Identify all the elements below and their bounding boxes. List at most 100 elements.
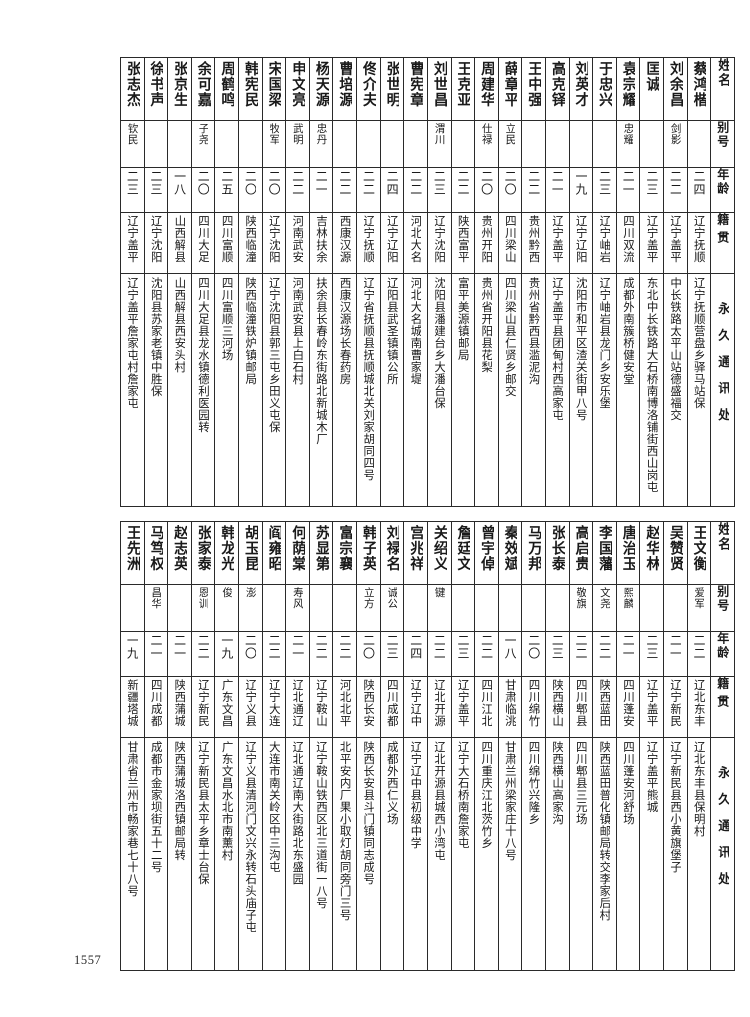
name-text: 李国藩 [597,525,612,573]
cell-alias [214,120,240,168]
age-text: 二三 [456,634,469,660]
origin-text: 贵州开阳 [480,215,493,263]
age-text: 二〇 [362,634,375,660]
cell-age: 二〇 [521,631,546,677]
name-text: 张长泰 [549,525,565,573]
cell-alias [167,584,192,632]
cell-name: 张世明 [379,57,405,121]
origin-text: 辽宁抚顺 [362,215,375,263]
cell-name: 阎雍昭 [261,521,287,585]
age-text: 二二 [669,170,682,196]
cell-age: 二二 [663,167,688,213]
cell-addr: 辽宁鞍山铁西区北三道街一八号 [308,737,334,971]
addr-text: 四川绵竹兴隆乡 [527,741,540,825]
addr-text: 辽宁省抚顺县抚顺城北关刘家胡同四号 [362,277,375,481]
addr-text: 扶余县长春岭东街路北新城木厂 [315,277,328,445]
cell-addr: 辽宁大石桥南詹家屯 [450,737,476,971]
addr-text: 沈阳县潘建台乡大潘台保 [433,277,446,409]
cell-origin: 辽北通辽 [285,676,310,738]
cell-origin: 辽宁辽中 [403,676,428,738]
header-age-text: 年龄 [716,168,729,196]
age-text: 二四 [409,634,422,660]
addr-text: 成都市金家坝街五十二号 [150,741,162,873]
cell-age: 二〇 [474,167,499,213]
origin-text: 辽宁沈阳 [268,215,280,263]
origin-text: 辽宁盖平 [551,215,564,263]
addr-text: 甘肃兰州梁家庄十八号 [504,741,516,861]
age-text: 二〇 [480,170,493,196]
cell-name: 宫兆祥 [403,521,428,585]
cell-origin: 辽北开源 [426,676,452,738]
name-text: 曾宇倬 [479,525,494,573]
cell-age: 二二 [285,167,310,213]
cell-alias: 武明 [285,120,310,168]
cell-age: 二三 [544,631,570,677]
cell-name: 马万邦 [521,521,546,585]
row-name: 张志杰 徐书声 张京生 余可嘉 周鹤鸣 韩宪民 宋国梁 申文亮 杨天源 曹培源 佟介夫 张世明 曹宪章刘… [120,57,735,121]
cell-age: 二四 [686,167,712,213]
name-text: 韩龙光 [219,525,235,573]
cell-addr: 贵州省黔西县滥泥沟 [521,273,546,507]
cell-age: 二〇 [238,631,263,677]
origin-text: 辽宁岫岩 [598,215,611,263]
cell-age: 二二 [332,631,358,677]
cell-alias: 诚公 [379,584,405,632]
cell-alias [450,584,476,632]
cell-age: 二二 [332,167,358,213]
age-text: 二三 [645,170,658,196]
cell-alias: 子尧 [190,120,216,168]
name-text: 刘禄名 [384,525,400,573]
page-number: 1557 [74,953,102,967]
name-text: 于忠兴 [597,61,612,109]
origin-text: 辽宁盖平 [669,215,682,263]
cell-name: 高启贵 [568,521,594,585]
cell-addr: 辽宁沈阳县郭三屯乡田义屯保 [261,273,287,507]
cell-addr: 扶余县长春岭东街路北新城木厂 [308,273,334,507]
addr-text: 辽宁辽中县初级中学 [409,741,422,849]
name-text: 赵志英 [172,525,187,573]
origin-text: 四川双流 [622,215,634,263]
cell-name: 马笃权 [143,521,169,585]
origin-text: 新疆塔城 [126,679,139,727]
age-text: 二二 [362,170,375,196]
cell-age: 一九 [120,631,145,677]
name-text: 韩宪民 [242,61,258,109]
name-text: 吴赞贤 [667,525,683,573]
cell-addr: 陕西临潼铁炉镇邮局 [238,273,263,507]
name-text: 赵华林 [644,525,660,573]
cell-alias [497,584,523,632]
cell-origin: 西康汉源 [332,212,358,274]
age-text: 二一 [149,634,163,660]
cell-origin: 四川大足 [190,212,216,274]
cell-name: 高克铎 [544,57,570,121]
age-text: 二一 [551,170,564,196]
cell-age: 二二 [356,167,381,213]
cell-addr: 辽宁新民县西小黄旗堡子 [663,737,688,971]
origin-text: 辽北东丰 [693,679,705,727]
cell-origin: 辽宁抚顺 [686,212,712,274]
cell-addr: 沈阳县潘建台乡大潘台保 [426,273,452,507]
addr-text: 广东文昌水北市南薰村 [220,741,233,861]
cell-origin: 四川绵竹 [521,676,546,738]
origin-text: 辽北开源 [433,679,446,727]
cell-age: 二二 [190,631,216,677]
cell-origin: 四川成都 [379,676,405,738]
cell-origin: 陕西蓝田 [592,676,617,738]
alias-text: 忠丹 [315,123,327,145]
cell-origin: 辽宁沈阳 [261,212,287,274]
cell-origin: 广东文昌 [214,676,240,738]
origin-text: 四川绵竹 [527,679,540,727]
cell-age: 二一 [544,167,570,213]
cell-name: 李国藩 [592,521,617,585]
cell-addr: 辽宁辽中县初级中学 [403,737,428,971]
name-text: 王中强 [526,61,542,109]
origin-text: 陕西横山 [551,679,564,727]
alias-text: 寿风 [292,587,303,609]
age-text: 二二 [456,170,469,196]
cell-name: 韩子英 [356,521,381,585]
age-text: 二四 [692,170,706,196]
name-text: 富宗襄 [337,525,353,573]
cell-origin: 新疆塔城 [120,676,145,738]
addr-text: 陕西临潼铁炉镇邮局 [244,277,257,385]
cell-name: 于忠兴 [592,57,617,121]
